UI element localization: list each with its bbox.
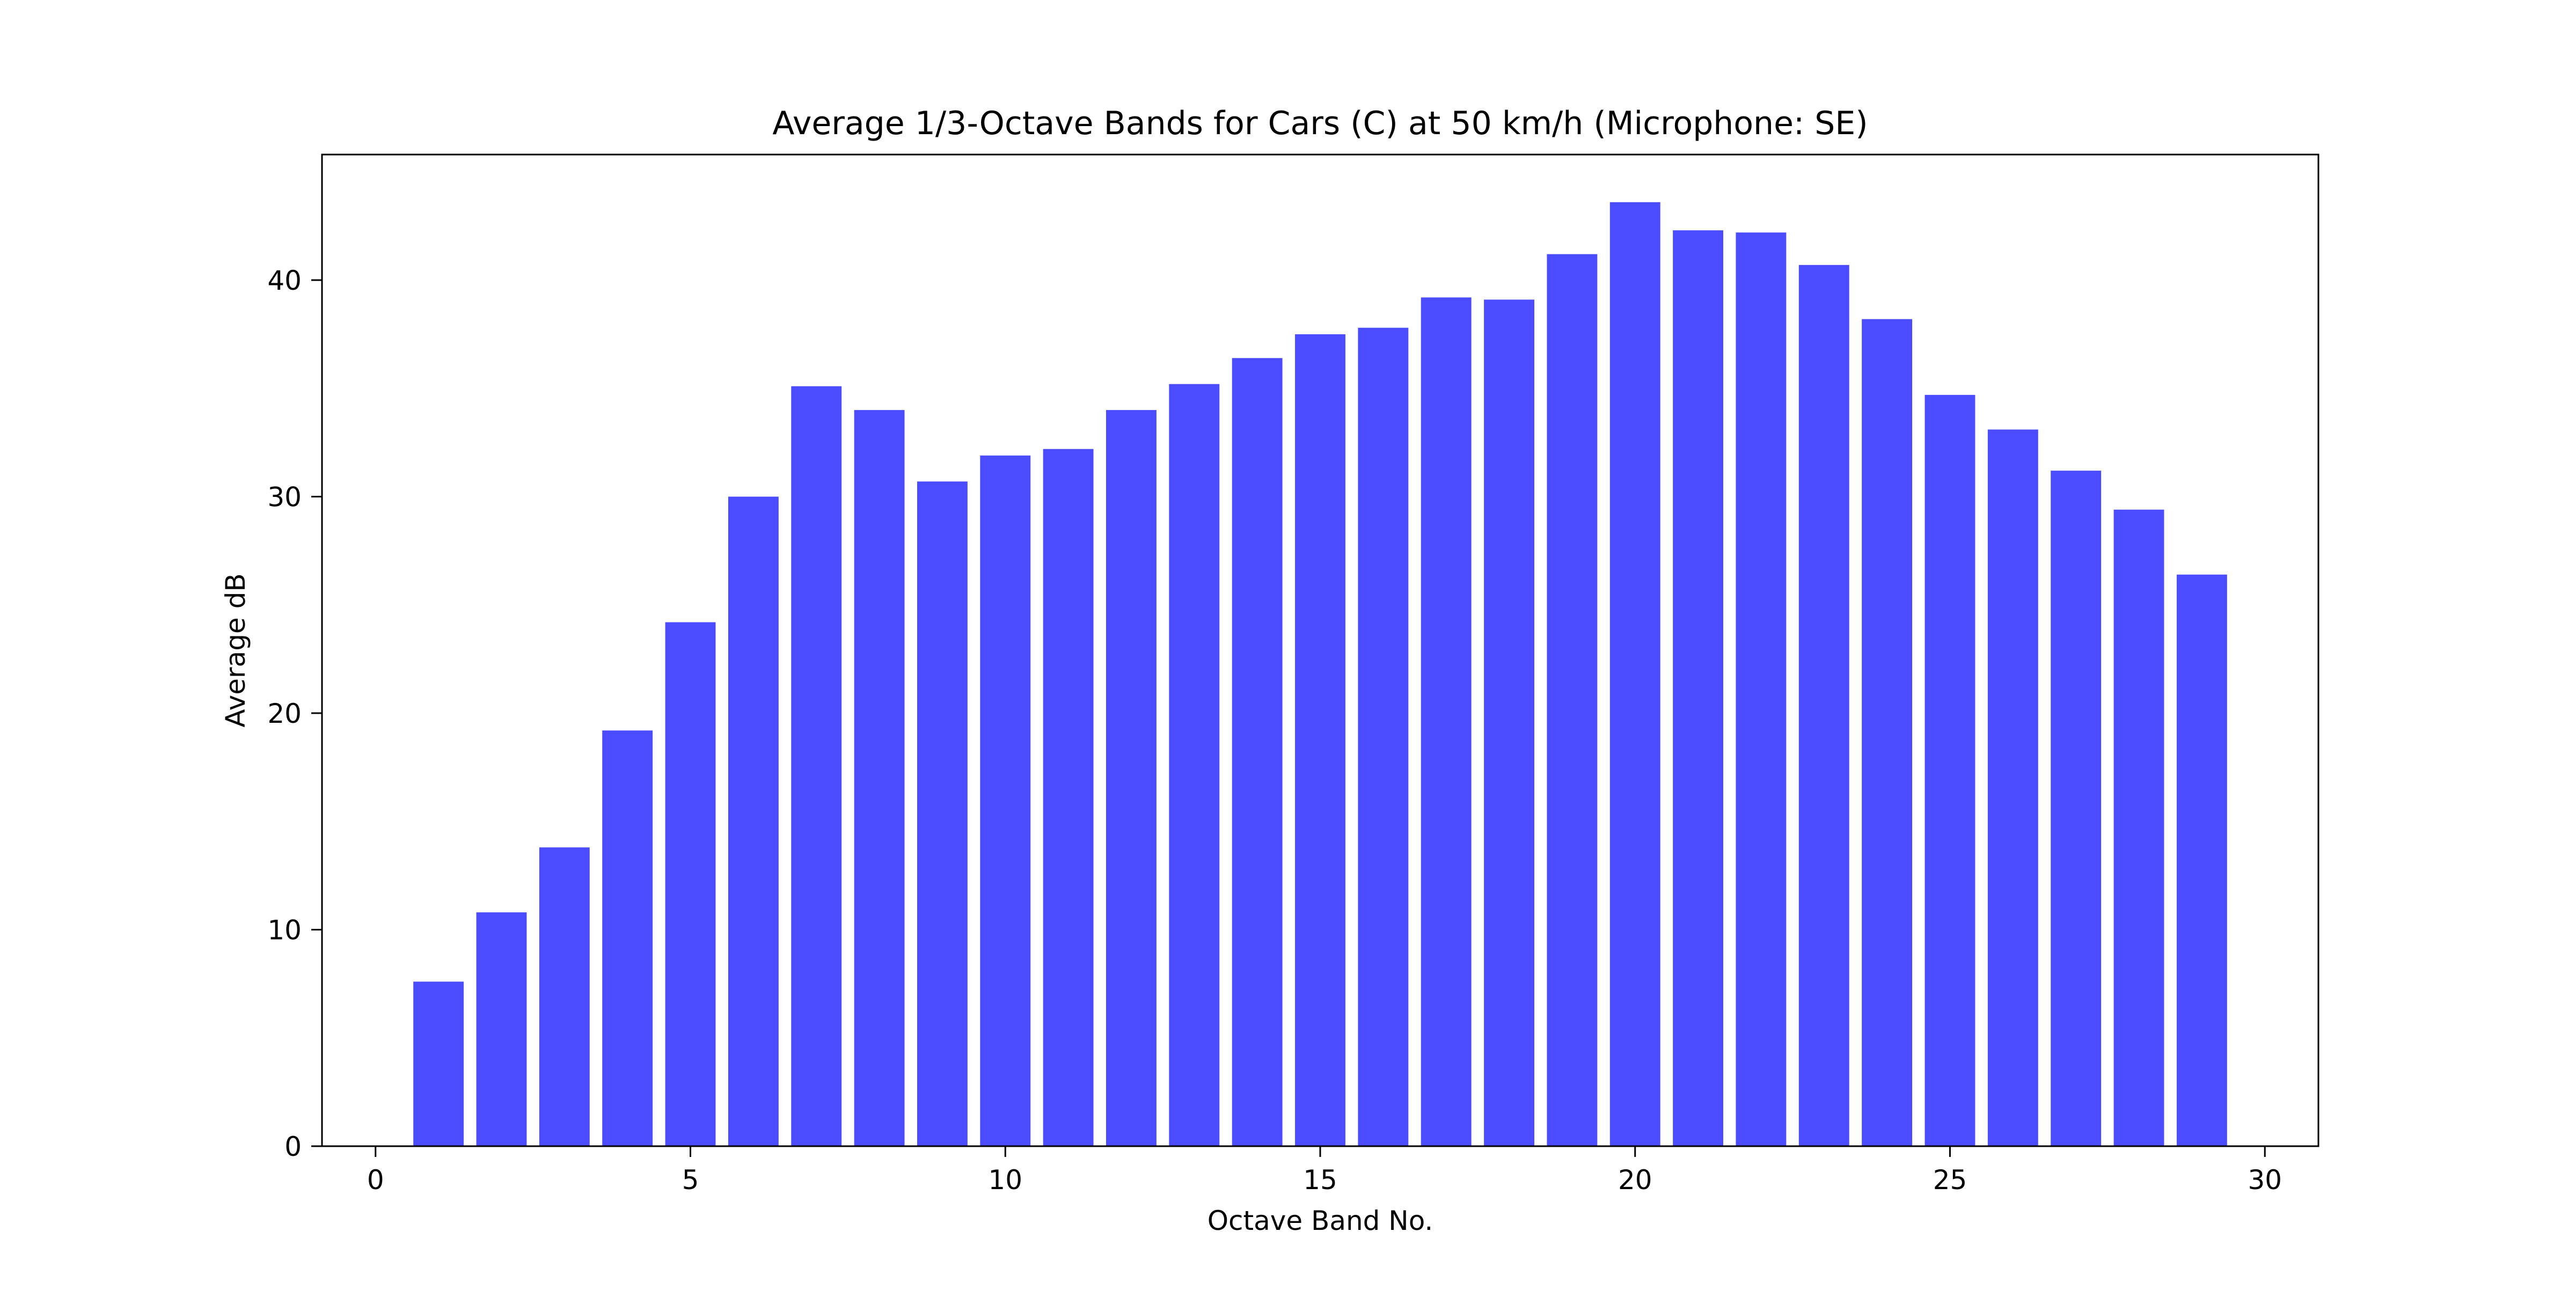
bar-band-2: [476, 912, 527, 1146]
bar-band-26: [1987, 429, 2038, 1147]
bar-band-14: [1232, 358, 1283, 1146]
bar-band-12: [1106, 410, 1157, 1146]
bar-band-6: [728, 496, 779, 1146]
bar-band-27: [2051, 471, 2102, 1146]
bar-band-25: [1924, 394, 1975, 1146]
bar-band-5: [665, 622, 716, 1146]
bar-band-13: [1169, 384, 1220, 1147]
bar-band-1: [413, 981, 464, 1146]
bar-band-24: [1862, 319, 1913, 1147]
x-axis: 0 5 10 15 20 25 30: [367, 1146, 2282, 1196]
y-tick-label: 0: [284, 1131, 302, 1162]
bar-band-23: [1798, 265, 1849, 1146]
bar-band-19: [1547, 254, 1598, 1146]
bar-band-7: [791, 386, 842, 1146]
bar-band-20: [1609, 202, 1660, 1146]
y-tick-label: 10: [267, 915, 302, 946]
x-tick-label: 20: [1618, 1164, 1652, 1196]
x-tick-label: 0: [367, 1164, 384, 1196]
x-tick-label: 15: [1303, 1164, 1337, 1196]
bar-band-21: [1673, 230, 1724, 1147]
bar-band-10: [980, 455, 1031, 1146]
bar-band-3: [539, 847, 590, 1146]
x-tick-label: 10: [988, 1164, 1022, 1196]
bars-layer: [413, 202, 2227, 1147]
bar-band-28: [2113, 509, 2164, 1146]
bar-band-8: [854, 410, 905, 1146]
bar-band-4: [602, 730, 653, 1146]
bar-band-29: [2176, 574, 2227, 1146]
y-axis-label: Average dB: [220, 573, 251, 727]
x-tick-label: 30: [2248, 1164, 2282, 1196]
x-axis-label: Octave Band No.: [1208, 1205, 1433, 1236]
y-axis: 0 10 20 30 40: [267, 265, 322, 1162]
chart-title: Average 1/3-Octave Bands for Cars (C) at…: [772, 105, 1868, 142]
y-tick-label: 20: [267, 698, 302, 729]
x-tick-label: 25: [1933, 1164, 1967, 1196]
bar-band-17: [1421, 297, 1472, 1146]
bar-band-18: [1484, 299, 1534, 1146]
bar-band-11: [1043, 449, 1094, 1146]
y-tick-label: 40: [267, 265, 302, 296]
bar-band-9: [917, 481, 968, 1146]
bar-band-22: [1736, 232, 1787, 1146]
bar-band-16: [1358, 327, 1409, 1146]
bar-band-15: [1295, 334, 1345, 1146]
x-tick-label: 5: [682, 1164, 699, 1196]
y-tick-label: 30: [267, 482, 302, 513]
